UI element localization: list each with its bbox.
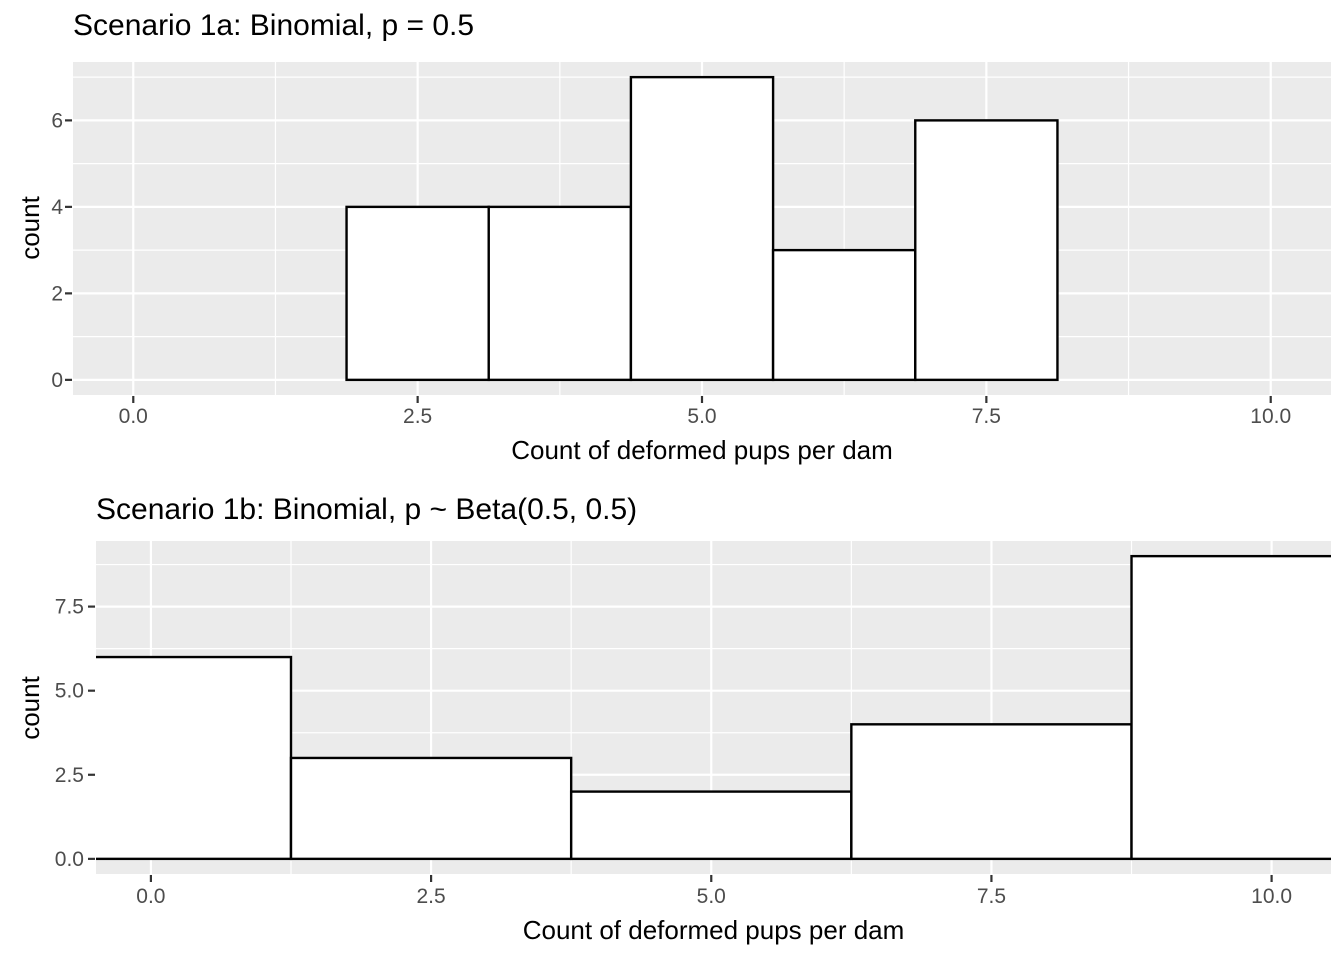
y-tick-label: 6 (51, 109, 63, 132)
histogram-bar (345, 205, 490, 382)
y-axis-title-scenario-1b: count (15, 676, 45, 740)
x-tick-label: 2.5 (416, 885, 445, 908)
histogram-bar (850, 723, 1133, 861)
x-tick-label: 7.5 (972, 405, 1001, 428)
chart-title-scenario-1b: Scenario 1b: Binomial, p ~ Beta(0.5, 0.5… (96, 493, 638, 526)
x-tick-label: 0.0 (119, 405, 148, 428)
y-axis-title-scenario-1a: count (15, 196, 45, 260)
histogram-bar (1130, 554, 1331, 861)
x-tick-label: 0.0 (136, 885, 165, 908)
histogram-bar (629, 75, 775, 382)
y-tick-label: 2 (51, 282, 63, 305)
bars-group (345, 75, 1059, 382)
x-tick-label: 10.0 (1250, 405, 1291, 428)
x-tick-label: 5.0 (687, 405, 716, 428)
histogram-bar (771, 248, 917, 382)
y-tick-label: 4 (51, 196, 63, 219)
x-tick-label: 7.5 (977, 885, 1006, 908)
histogram-chart-scenario-1a: 0.0 2.5 5.0 7.5 10.0 0 2 4 6 (51, 62, 1331, 428)
histogram-bar (569, 790, 853, 861)
x-axis-title-scenario-1a: Count of deformed pups per dam (511, 435, 893, 465)
y-tick-label: 5.0 (55, 680, 84, 703)
x-tick-label: 5.0 (697, 885, 726, 908)
histogram-bar (96, 655, 293, 861)
x-axis-title-scenario-1b: Count of deformed pups per dam (522, 915, 905, 945)
histogram-bar (914, 119, 1059, 382)
histogram-bar (487, 205, 633, 382)
chart-title-scenario-1a: Scenario 1a: Binomial, p = 0.5 (73, 9, 475, 42)
y-tick-label: 7.5 (55, 596, 84, 619)
bars-group (96, 554, 1331, 861)
y-tick-label: 2.5 (55, 764, 84, 787)
x-tick-label: 2.5 (403, 405, 432, 428)
histogram-chart-scenario-1b: 0.0 2.5 5.0 7.5 10.0 0.0 2.5 5.0 7.5 (55, 541, 1331, 908)
y-tick-label: 0.0 (55, 848, 84, 871)
x-tick-label: 10.0 (1251, 885, 1292, 908)
histogram-bar (289, 756, 573, 861)
y-tick-label: 0 (51, 369, 63, 392)
